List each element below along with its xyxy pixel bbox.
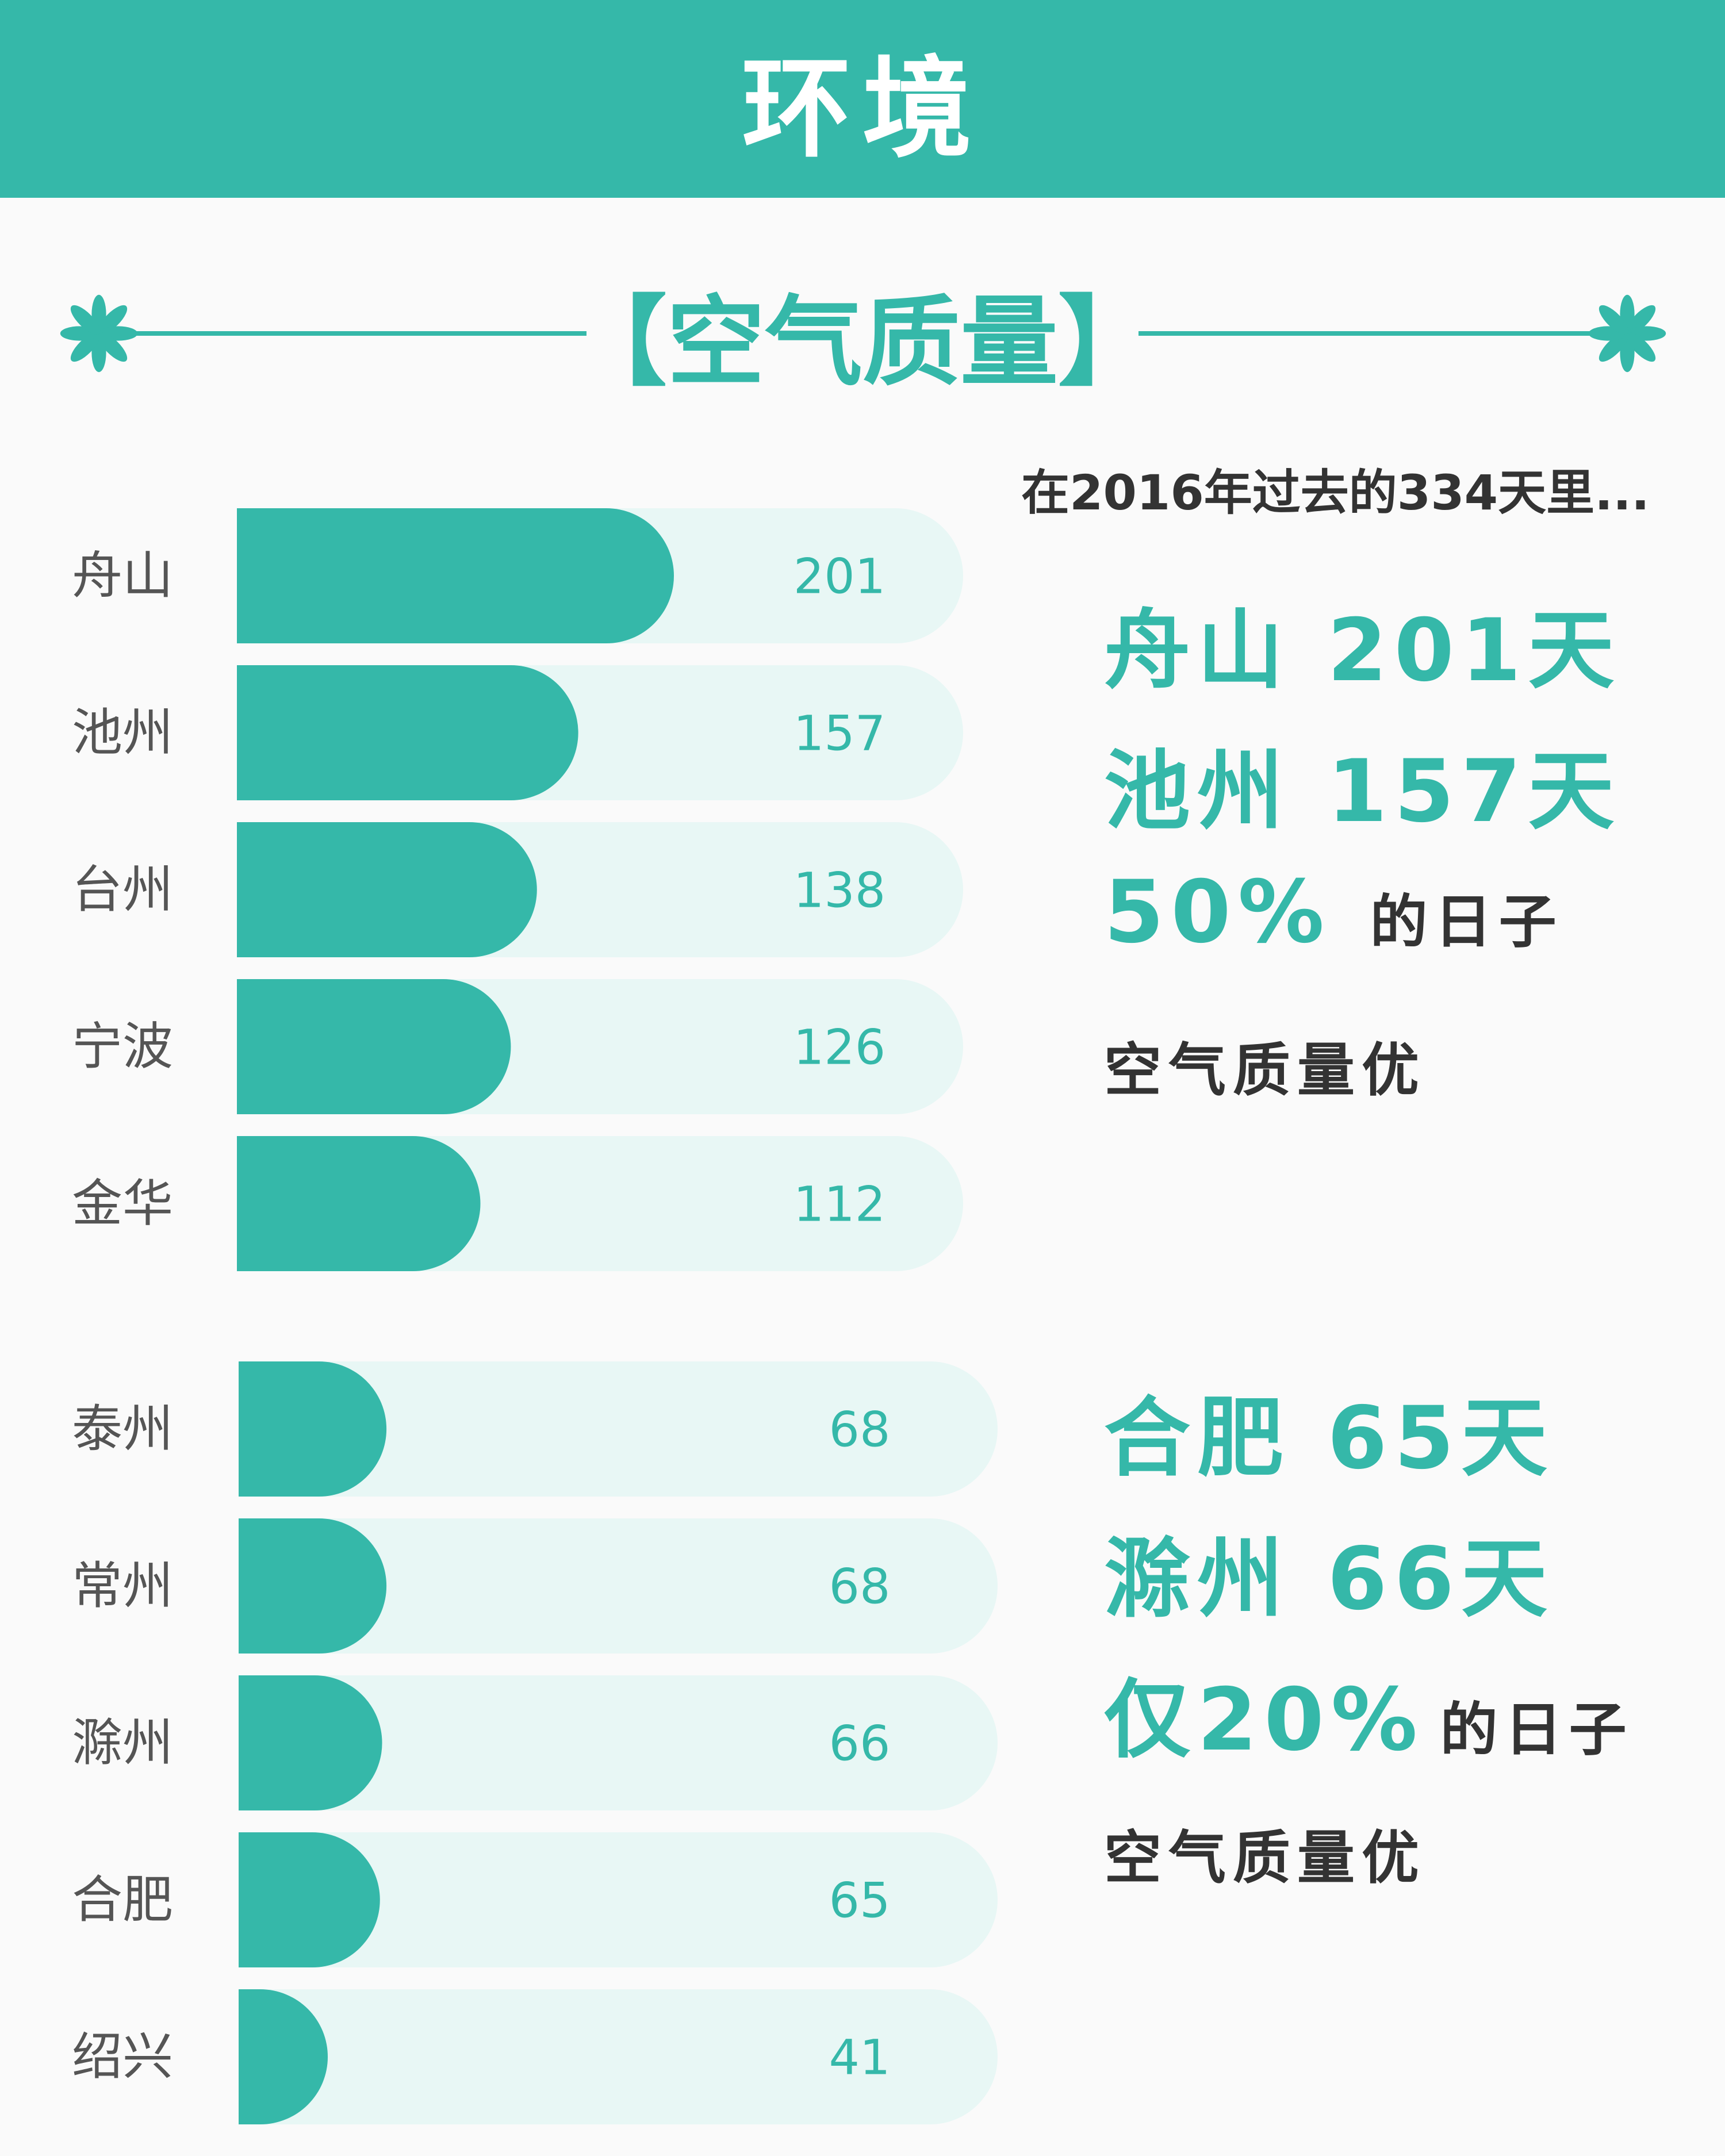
section-title: 【空气质量】 xyxy=(569,286,1156,400)
category-label: 宁波 xyxy=(72,1017,173,1076)
bar-track xyxy=(239,1989,998,2124)
header-title: 环境 xyxy=(741,45,983,172)
bar-常州 xyxy=(239,1518,387,1654)
bar-track xyxy=(239,1518,998,1654)
snowflake-flower-icon xyxy=(60,294,138,373)
bottom-stat-line-1: 合肥 65天 xyxy=(1104,1388,1554,1489)
category-label: 台州 xyxy=(72,860,173,919)
bar-舟山 xyxy=(237,508,674,643)
bar-track xyxy=(239,1675,998,1810)
bottom-stat-line-2: 滁州 66天 xyxy=(1104,1529,1554,1629)
top-stat-line-2: 池州 157天 xyxy=(1104,742,1621,842)
value-label: 126 xyxy=(793,1019,885,1076)
section-title-row: 【空气质量】 xyxy=(0,276,1725,400)
bottom-stat-pct-suffix: 的日子 xyxy=(1440,1696,1634,1763)
category-label: 绍兴 xyxy=(72,2027,173,2086)
category-label: 滁州 xyxy=(72,1713,173,1773)
bar-合肥 xyxy=(238,1832,380,1967)
title-divider-left xyxy=(103,331,586,336)
title-divider-right xyxy=(1138,331,1610,336)
bar-宁波 xyxy=(237,979,511,1114)
snowflake-flower-icon xyxy=(1588,294,1666,373)
value-label: 66 xyxy=(829,1716,891,1772)
value-label: 68 xyxy=(829,1559,891,1615)
category-label: 合肥 xyxy=(72,1870,173,1929)
top-stat-pct-row: 50% 的日子 xyxy=(1104,862,1563,962)
bar-track xyxy=(239,1832,998,1967)
intro-text: 在2016年过去的334天里... xyxy=(1021,465,1650,521)
value-label: 201 xyxy=(793,548,885,605)
category-label: 泰州 xyxy=(72,1399,173,1459)
bottom-stat-tail: 空气质量优 xyxy=(1104,1824,1426,1892)
bottom-stat-pct: 仅20% xyxy=(1104,1670,1425,1770)
top-stat-pct: 50% xyxy=(1104,862,1332,962)
bar-金华 xyxy=(236,1136,481,1271)
category-label: 池州 xyxy=(72,703,173,762)
category-label: 舟山 xyxy=(72,546,173,605)
bar-track xyxy=(239,1361,998,1497)
top-stat-pct-suffix: 的日子 xyxy=(1370,888,1563,956)
top-stat-tail: 空气质量优 xyxy=(1104,1037,1426,1104)
bar-绍兴 xyxy=(239,1989,328,2124)
value-label: 138 xyxy=(793,862,885,919)
value-label: 157 xyxy=(793,705,885,762)
top-stat-line-1: 舟山 201天 xyxy=(1104,601,1621,701)
value-label: 65 xyxy=(829,1873,891,1929)
value-label: 112 xyxy=(793,1176,885,1233)
category-label: 常州 xyxy=(72,1556,173,1616)
bar-滁州 xyxy=(239,1675,382,1810)
value-label: 68 xyxy=(829,1402,891,1458)
bar-台州 xyxy=(236,822,537,957)
category-label: 金华 xyxy=(72,1174,173,1233)
header-banner: 环境 xyxy=(0,0,1725,198)
bottom-stat-pct-row: 仅20% 的日子 xyxy=(1104,1650,1634,1775)
value-label: 41 xyxy=(829,2030,891,2086)
bar-池州 xyxy=(237,665,578,800)
bar-泰州 xyxy=(239,1361,387,1497)
